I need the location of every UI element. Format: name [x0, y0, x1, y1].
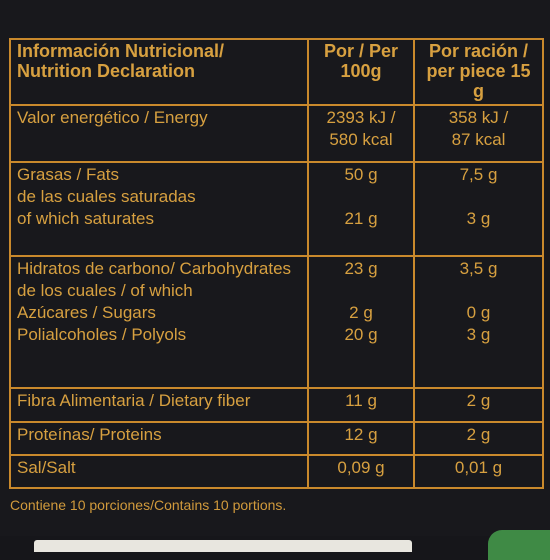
value-line: 2 g	[349, 302, 373, 322]
header-line: Por / Per	[323, 41, 399, 61]
row-label: Proteínas/ Proteins	[9, 420, 309, 456]
value-line: 7,5 g	[459, 165, 498, 185]
label-line: Proteínas/ Proteins	[17, 424, 162, 444]
value-line: 3 g	[466, 324, 491, 344]
per-100g-value: 11 g	[307, 387, 415, 423]
per-100g-value: 0,09 g	[307, 453, 415, 490]
value-line: 358 kJ /	[448, 108, 509, 128]
label-line: Fibra Alimentaria / Dietary fiber	[17, 391, 251, 411]
value-line: 2 g	[466, 424, 491, 444]
row-label: Sal/Salt	[9, 453, 309, 490]
per-100g-value: 50 g 21 g	[307, 161, 415, 257]
per-piece-value: 0,01 g	[413, 453, 544, 490]
spacer	[315, 186, 407, 208]
per-piece-value: 2 g	[413, 387, 544, 423]
value-line: 3,5 g	[459, 258, 498, 278]
label-line: Valor energético / Energy	[17, 108, 208, 128]
spacer	[421, 186, 536, 208]
value-line: 0,09 g	[337, 457, 385, 477]
label-line: of which saturates	[17, 209, 155, 229]
portions-footnote: Contiene 10 porciones/Contains 10 portio…	[10, 497, 287, 513]
value-line: 0 g	[466, 302, 491, 322]
header-line: Información Nutricional/	[17, 41, 225, 61]
value-line: 23 g	[344, 258, 378, 278]
header-line: Por ración /	[428, 41, 529, 61]
value-line: 2 g	[466, 391, 491, 411]
per-piece-value: 7,5 g 3 g	[413, 161, 544, 257]
value-line: 87 kcal	[451, 130, 506, 150]
header-line: 100g	[340, 61, 382, 81]
table-header-row: Información Nutricional/ Nutrition Decla…	[9, 37, 544, 107]
package-white-band	[34, 540, 412, 552]
label-line: Azúcares / Sugars	[17, 302, 156, 322]
row-label: Fibra Alimentaria / Dietary fiber	[9, 387, 309, 423]
header-line: per piece 15 g	[426, 61, 531, 101]
per-100g-value: 23 g 2 g 20 g	[307, 254, 415, 390]
per-piece-value: 2 g	[413, 420, 544, 456]
per-piece-value: 358 kJ / 87 kcal	[413, 104, 544, 164]
header-per-100g: Por / Per 100g	[307, 37, 415, 107]
spacer	[315, 280, 407, 302]
per-100g-value: 12 g	[307, 420, 415, 456]
table-row-fiber: Fibra Alimentaria / Dietary fiber 11 g 2…	[9, 387, 544, 423]
per-100g-value: 2393 kJ / 580 kcal	[307, 104, 415, 164]
label-line: Grasas / Fats	[17, 165, 120, 185]
header-per-piece: Por ración / per piece 15 g	[413, 37, 544, 107]
nutrition-table: Información Nutricional/ Nutrition Decla…	[9, 37, 544, 490]
row-label: Grasas / Fats de las cuales saturadas of…	[9, 161, 309, 257]
value-line: 21 g	[344, 209, 378, 229]
per-piece-value: 3,5 g 0 g 3 g	[413, 254, 544, 390]
table-row-fats: Grasas / Fats de las cuales saturadas of…	[9, 161, 544, 257]
row-label: Hidratos de carbono/ Carbohydrates de lo…	[9, 254, 309, 390]
table-row-salt: Sal/Salt 0,09 g 0,01 g	[9, 453, 544, 490]
value-line: 580 kcal	[329, 130, 393, 150]
spacer	[421, 280, 536, 302]
header-nutrition-declaration: Información Nutricional/ Nutrition Decla…	[9, 37, 309, 107]
label-line: Hidratos de carbono/ Carbohydrates	[17, 258, 292, 278]
row-label: Valor energético / Energy	[9, 104, 309, 164]
value-line: 2393 kJ /	[326, 108, 396, 128]
value-line: 0,01 g	[454, 457, 503, 477]
table-row-proteins: Proteínas/ Proteins 12 g 2 g	[9, 420, 544, 456]
table-row-carbohydrates: Hidratos de carbono/ Carbohydrates de lo…	[9, 254, 544, 390]
package-green-band	[488, 530, 550, 560]
label-line: de las cuales saturadas	[17, 187, 196, 207]
label-line: Polialcoholes / Polyols	[17, 324, 187, 344]
value-line: 3 g	[466, 209, 491, 229]
value-line: 12 g	[344, 424, 378, 444]
table-row-energy: Valor energético / Energy 2393 kJ / 580 …	[9, 104, 544, 164]
value-line: 11 g	[345, 391, 377, 411]
label-line: de los cuales / of which	[17, 280, 193, 300]
label-line: Sal/Salt	[17, 457, 76, 477]
value-line: 50 g	[344, 165, 378, 185]
header-line: Nutrition Declaration	[17, 61, 196, 81]
value-line: 20 g	[344, 324, 378, 344]
